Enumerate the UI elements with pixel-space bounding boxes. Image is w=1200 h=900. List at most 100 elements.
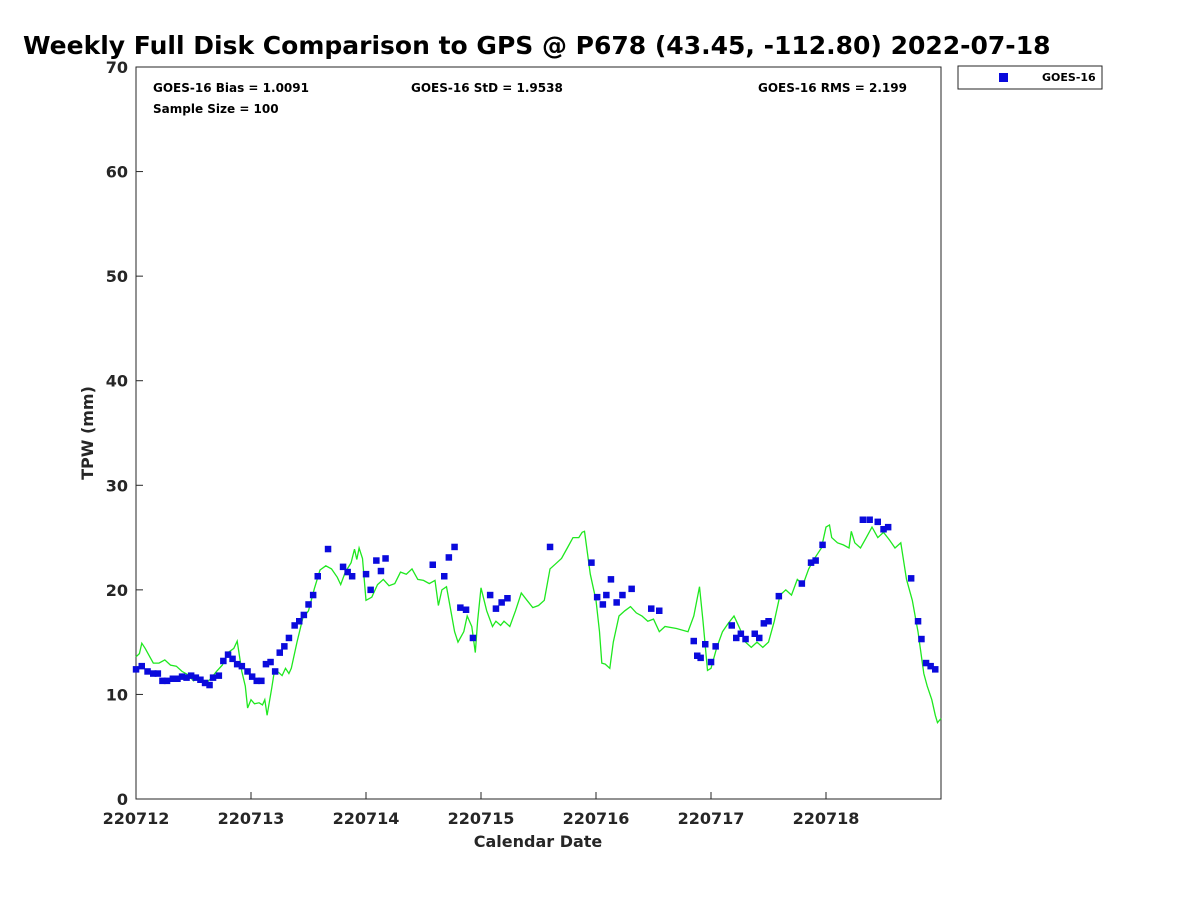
- goes16-point: [169, 675, 177, 682]
- goes16-point: [253, 677, 260, 685]
- goes16-point: [462, 606, 470, 613]
- y-tick-label: 40: [106, 372, 128, 391]
- goes16-point: [258, 677, 265, 685]
- goes16-point: [209, 674, 217, 681]
- goes16-point: [178, 673, 186, 680]
- goes16-point: [281, 643, 288, 650]
- goes16-point: [300, 611, 308, 619]
- goes16-point: [291, 622, 298, 629]
- goes16-point: [807, 559, 815, 566]
- goes16-point: [132, 666, 140, 673]
- goes16-point: [154, 670, 162, 677]
- goes16-point: [197, 676, 204, 683]
- goes16-point: [451, 543, 458, 551]
- goes16-point: [914, 618, 922, 625]
- x-tick-label: 220715: [448, 809, 515, 828]
- goes16-point: [927, 662, 934, 670]
- goes16-point: [457, 604, 464, 611]
- goes16-point: [362, 570, 370, 578]
- y-tick-label: 60: [106, 163, 128, 182]
- goes16-point: [690, 637, 697, 645]
- goes16-point: [267, 658, 274, 666]
- goes16-point: [613, 599, 620, 606]
- sample-size-annotation: Sample Size = 100: [153, 102, 279, 116]
- goes16-point: [344, 568, 351, 576]
- goes16-point: [429, 561, 436, 568]
- goes16-point: [382, 555, 389, 562]
- goes16-point: [603, 591, 610, 599]
- goes16-point: [174, 675, 181, 682]
- legend-box: [957, 65, 1103, 90]
- goes16-point: [812, 557, 819, 564]
- goes16-point: [367, 586, 374, 594]
- goes16-point: [712, 643, 719, 650]
- goes16-point: [707, 658, 715, 666]
- goes16-point: [733, 634, 740, 642]
- goes16-point: [498, 599, 505, 606]
- goes16-point: [546, 543, 554, 551]
- goes16-point: [918, 635, 925, 643]
- legend-label-goes16: GOES-16: [1042, 71, 1096, 84]
- x-tick-label: 220714: [333, 809, 400, 828]
- y-tick-label: 10: [106, 685, 128, 704]
- goes16-point: [728, 622, 735, 629]
- goes16-point: [504, 595, 511, 602]
- x-tick-label: 220716: [563, 809, 630, 828]
- goes16-point: [138, 662, 145, 670]
- goes16-point: [880, 526, 887, 533]
- goes16-point: [599, 601, 607, 608]
- goes16-point: [859, 516, 867, 523]
- x-tick-label: 220712: [103, 809, 170, 828]
- goes16-point: [469, 634, 477, 642]
- x-tick-label: 220718: [793, 809, 860, 828]
- y-tick-label: 70: [106, 58, 128, 77]
- goes16-point: [607, 576, 615, 583]
- goes16-point: [206, 681, 213, 689]
- goes16-point: [697, 654, 704, 662]
- goes16-point: [866, 516, 873, 523]
- goes16-point: [648, 605, 655, 612]
- goes16-point: [339, 563, 347, 571]
- goes16-point: [751, 630, 758, 637]
- goes16-point: [159, 677, 166, 685]
- goes16-point: [694, 652, 701, 659]
- goes16-point: [262, 660, 270, 668]
- goes16-point: [248, 673, 256, 680]
- goes16-point: [588, 559, 595, 566]
- goes16-point: [445, 554, 453, 561]
- plot-area: [135, 66, 942, 800]
- y-tick-label: 0: [117, 790, 128, 809]
- chart-title: Weekly Full Disk Comparison to GPS @ P67…: [23, 31, 1050, 60]
- goes16-point: [309, 591, 317, 599]
- legend: GOES-16: [957, 65, 1103, 90]
- goes16-point: [486, 591, 494, 599]
- goes16-point: [192, 674, 200, 681]
- goes16-point: [183, 674, 190, 681]
- goes16-point: [492, 605, 500, 612]
- goes16-point: [932, 666, 939, 673]
- goes16-point: [314, 573, 321, 580]
- bias-annotation: GOES-16 Bias = 1.0091: [153, 81, 309, 95]
- x-tick-label: 220717: [678, 809, 745, 828]
- goes16-point: [163, 677, 171, 685]
- goes16-point: [798, 580, 806, 587]
- goes16-point: [229, 655, 236, 663]
- goes16-point: [907, 575, 915, 582]
- goes16-point: [187, 672, 195, 679]
- goes16-point: [201, 679, 209, 687]
- goes16-point: [884, 523, 892, 531]
- goes16-point: [656, 607, 663, 614]
- goes16-point: [373, 557, 380, 564]
- goes16-point: [244, 668, 251, 675]
- goes16-point: [819, 541, 826, 549]
- goes16-point: [348, 573, 356, 580]
- goes16-point: [296, 618, 303, 625]
- x-axis-label: Calendar Date: [474, 832, 603, 851]
- goes16-point: [238, 662, 246, 670]
- goes16-point: [593, 593, 601, 601]
- goes16-point: [874, 518, 881, 526]
- goes16-point: [737, 630, 745, 637]
- stats-annotations: GOES-16 Bias = 1.0091 GOES-16 StD = 1.95…: [153, 81, 907, 116]
- std-annotation: GOES-16 StD = 1.9538: [411, 81, 563, 95]
